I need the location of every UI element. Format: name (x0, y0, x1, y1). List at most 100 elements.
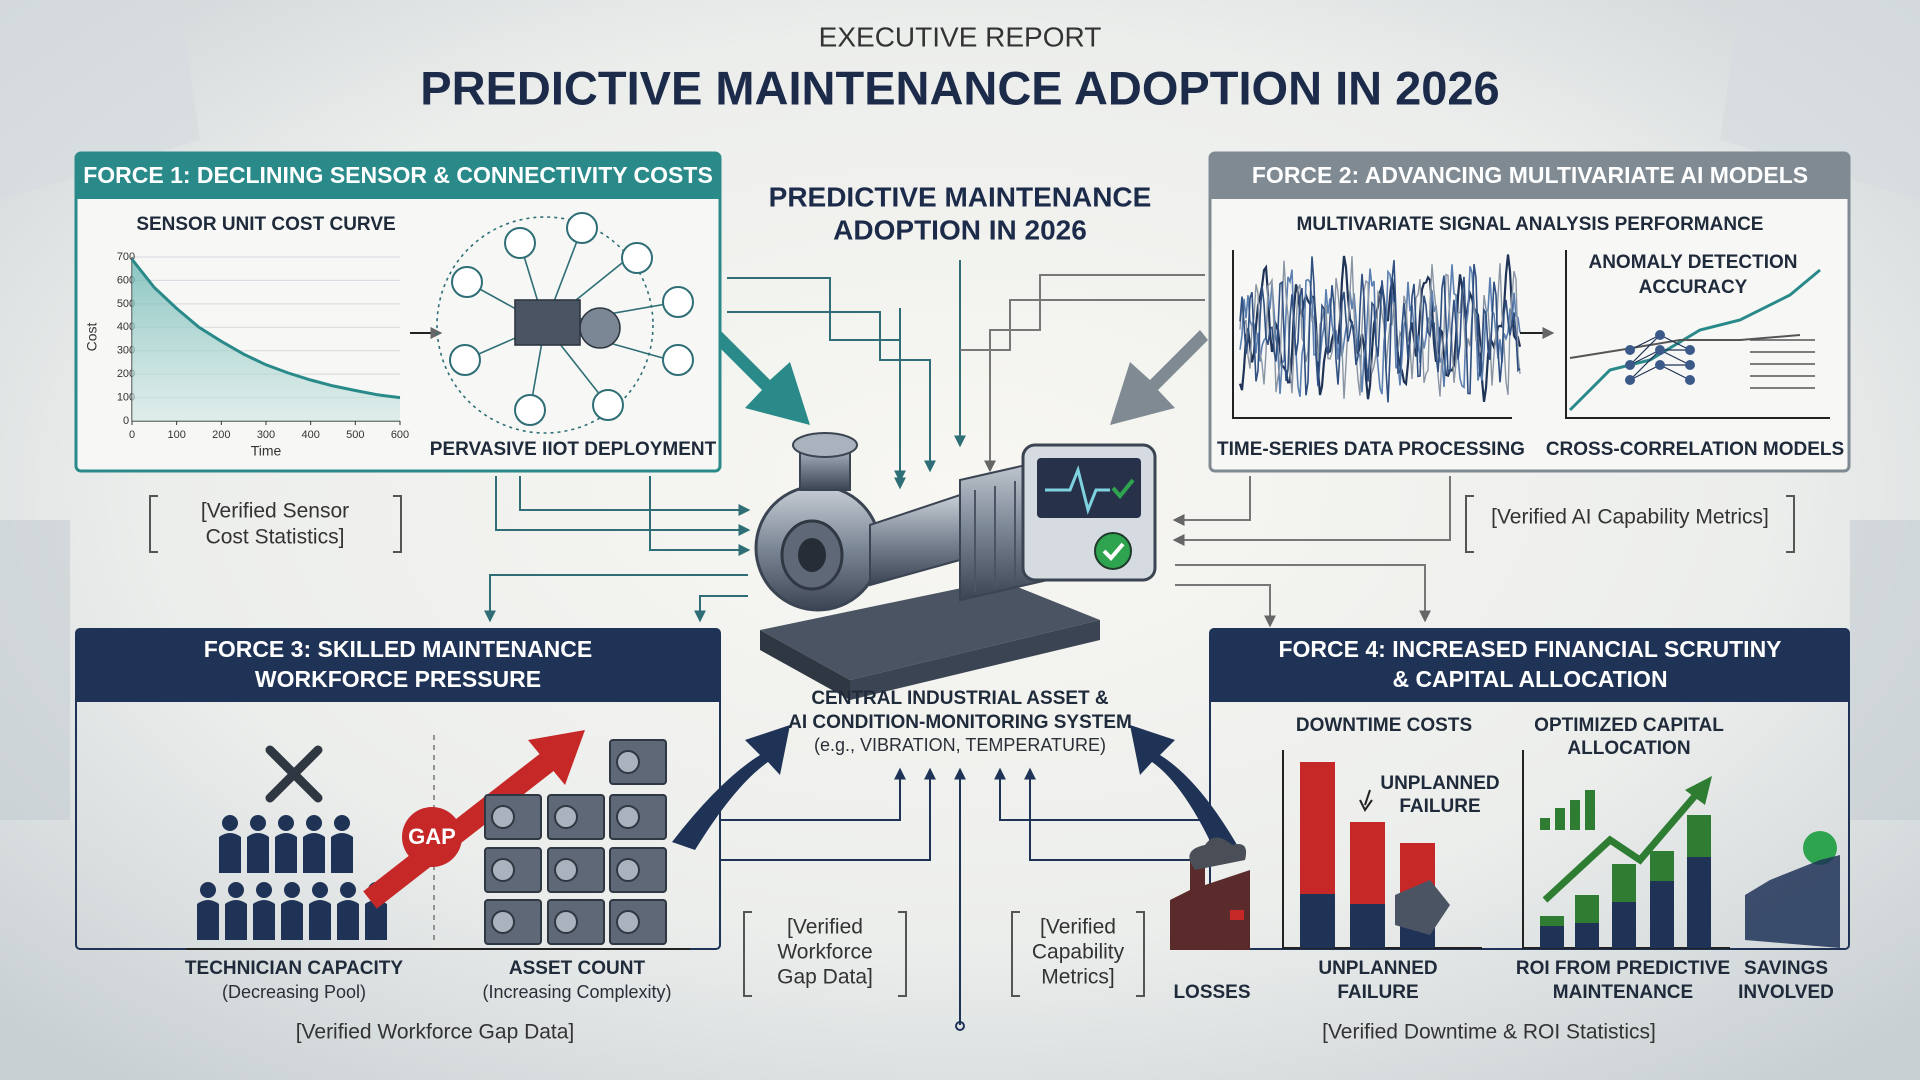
iiot-network (449, 212, 694, 426)
force-arrows (712, 330, 810, 425)
iiot-network (514, 299, 581, 346)
center-note: [Verified (1040, 916, 1116, 939)
losses-label: LOSSES (1173, 982, 1250, 1003)
central-asset (798, 538, 826, 572)
iiot-network (662, 344, 694, 376)
asset-machine-wheel (491, 805, 515, 829)
roi-label: ROI FROM PREDICTIVE (1516, 958, 1730, 979)
downtime-title: DOWNTIME COSTS (1296, 715, 1472, 736)
roi-bars (1522, 750, 1840, 949)
roi-bars (1555, 808, 1565, 830)
gap-arrow-head (528, 730, 585, 785)
technician-body (219, 833, 241, 873)
asset-machine-wheel (616, 750, 640, 774)
accuracy-graph (1625, 345, 1635, 355)
connectors (495, 476, 751, 536)
connectors (727, 311, 936, 473)
center-note: [Verified (787, 916, 863, 939)
main-title: PREDICTIVE MAINTENANCE ADOPTION IN 2026 (420, 61, 1499, 114)
downtime-bars (1300, 762, 1335, 894)
y-tick-label: 400 (117, 321, 135, 333)
roi-bars (1650, 851, 1674, 881)
roi-bars (1803, 831, 1837, 865)
signal-axes (1232, 250, 1512, 419)
connectors (694, 595, 748, 623)
assets (484, 739, 667, 945)
accuracy-graph (1655, 360, 1665, 370)
center-caption: CENTRAL INDUSTRIAL ASSET & (811, 688, 1109, 709)
asset-machine-wheel (554, 910, 578, 934)
force1-note: Cost Statistics] (206, 526, 345, 549)
technician-label: TECHNICIAN CAPACITY (185, 958, 403, 979)
asset-machine-wheel (554, 805, 578, 829)
gap-badge (402, 807, 462, 867)
cost-line (130, 258, 401, 400)
x-tick-label: 0 (129, 429, 135, 441)
note-brackets (1011, 911, 1145, 997)
technician-head (306, 815, 322, 831)
connectors (994, 767, 1200, 821)
central-asset (792, 432, 858, 458)
x-tick-label: 200 (212, 429, 230, 441)
force3-panel (76, 629, 720, 702)
y-tick-label: 500 (117, 298, 135, 310)
force4-panel (1210, 629, 1849, 702)
technician-body (275, 833, 297, 873)
force3-panel (75, 628, 721, 950)
signal-axes (1565, 250, 1830, 419)
technician-head (222, 815, 238, 831)
note-brackets (149, 495, 402, 553)
roi-bars (1570, 800, 1580, 830)
y-tick-label: 200 (117, 368, 135, 380)
x-axis-label: Time (251, 443, 282, 459)
downtime-bars (1282, 750, 1482, 949)
technician-body (309, 900, 331, 940)
force-arrows (672, 725, 790, 850)
accuracy-graph (1750, 339, 1815, 389)
technicians (197, 815, 387, 940)
downtime-bars (1350, 822, 1385, 904)
connectors (519, 476, 751, 516)
roi-bars (1540, 916, 1564, 926)
x-tick-label: 100 (167, 429, 185, 441)
x-tick-label: 300 (257, 429, 275, 441)
center-title: ADOPTION IN 2026 (833, 214, 1087, 245)
time-series-label: TIME-SERIES DATA PROCESSING (1217, 439, 1525, 460)
chart-title: SENSOR UNIT COST CURVE (136, 214, 395, 235)
gap-label: GAP (408, 824, 456, 849)
technician-body (253, 900, 275, 940)
accuracy-graph (1685, 360, 1695, 370)
accuracy-graph (1685, 375, 1695, 385)
roi-bars (1542, 787, 1703, 903)
roi-bars (1585, 790, 1595, 830)
y-tick-label: 100 (117, 391, 135, 403)
signal-wave (1239, 256, 1521, 403)
connectors (1175, 584, 1276, 628)
connectors (720, 767, 936, 861)
iiot-network (566, 212, 598, 244)
technician-head (256, 882, 272, 898)
roi-bars (1540, 818, 1550, 830)
connectors (1172, 476, 1251, 526)
connectors (720, 767, 906, 821)
technician-body (281, 900, 303, 940)
technician-head (228, 882, 244, 898)
y-axis-label: Cost (84, 323, 100, 352)
force-arrows (1110, 330, 1208, 425)
force2-subtitle: MULTIVARIATE SIGNAL ANALYSIS PERFORMANCE (1297, 214, 1764, 235)
force1-note: [Verified Sensor (201, 500, 349, 523)
technician-head (312, 882, 328, 898)
connectors (955, 1021, 965, 1031)
failure-callout: UNPLANNED (1380, 773, 1499, 794)
technician-body (331, 833, 353, 873)
tools-icon (265, 745, 323, 803)
failure-label: UNPLANNED (1318, 958, 1437, 979)
note-brackets (149, 495, 1795, 997)
accuracy-graph (1629, 334, 1691, 381)
accuracy-graph (1625, 360, 1635, 370)
connectors (960, 299, 1205, 351)
force-arrows (1130, 725, 1240, 858)
force2-panel (1210, 153, 1849, 199)
force4-title: & CAPITAL ALLOCATION (1392, 666, 1667, 692)
